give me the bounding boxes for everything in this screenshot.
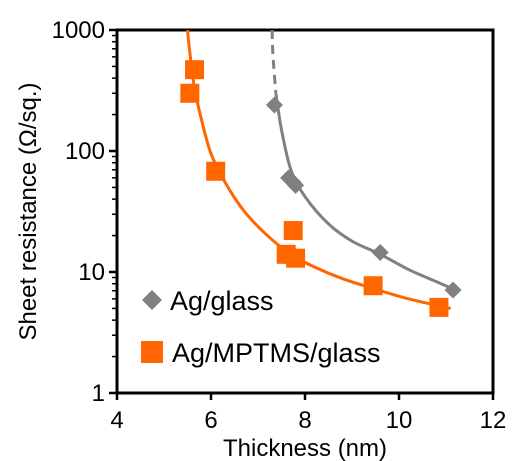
legend-label: Ag/MPTMS/glass: [172, 338, 381, 368]
y-tick-label: 100: [65, 138, 105, 165]
data-point: [206, 161, 226, 181]
legend: Ag/glass Ag/MPTMS/glass: [141, 286, 381, 368]
fit-curve: [274, 93, 457, 292]
legend-label: Ag/glass: [170, 286, 274, 316]
y-axis-label: Sheet resistance (Ω/sq.): [15, 82, 42, 340]
data-point: [185, 60, 205, 80]
x-tick-label: 6: [204, 407, 217, 434]
data-point: [429, 297, 449, 317]
data-point: [283, 221, 303, 241]
x-axis-label: Thickness (nm): [223, 435, 387, 461]
x-tick-label: 12: [480, 407, 507, 434]
x-tick-label: 10: [386, 407, 413, 434]
x-tick-label: 4: [110, 407, 123, 434]
y-tick-label: 1: [92, 380, 105, 407]
data-point: [444, 281, 462, 299]
series-points: [265, 96, 462, 299]
data-point: [286, 248, 306, 268]
series-points: [180, 60, 449, 317]
x-tick-label: 8: [298, 407, 311, 434]
data-point: [363, 276, 383, 296]
data-point: [265, 96, 283, 114]
y-tick-label: 10: [78, 259, 105, 286]
fit-curves: [186, 30, 457, 310]
fit-curve-dashed: [270, 30, 278, 94]
legend-marker: [142, 290, 162, 310]
y-tick-label: 1000: [52, 17, 105, 44]
fit-curve: [186, 30, 452, 310]
data-point: [180, 83, 200, 103]
legend-marker: [141, 341, 163, 363]
plot-area: 4 6 8 10 12 1 10 100 1000 Thickness (nm) Sheet res…: [15, 17, 506, 461]
data-point: [371, 243, 389, 261]
data-point: [284, 173, 302, 191]
